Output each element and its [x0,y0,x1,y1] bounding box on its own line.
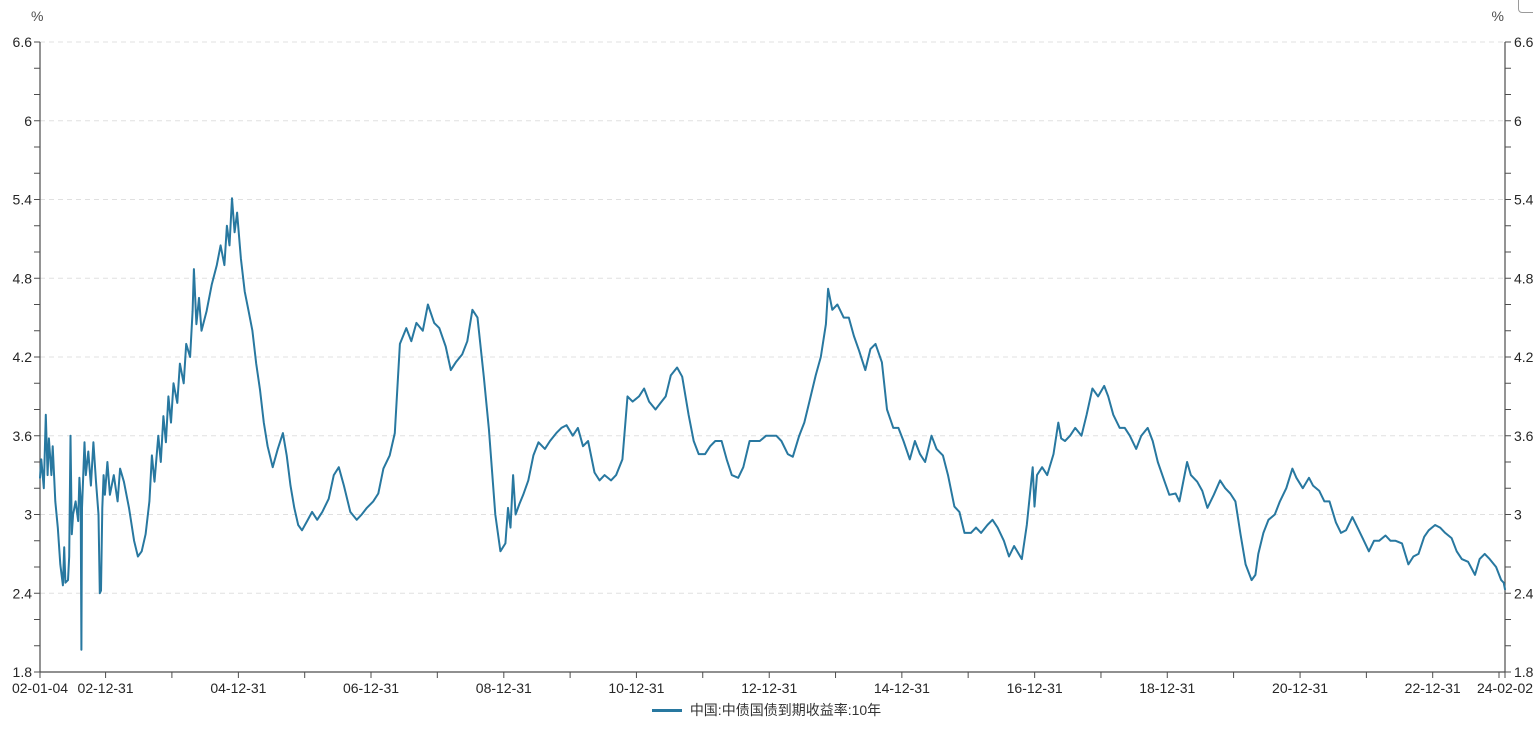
y-axis-unit-right: % [1491,8,1504,24]
y-tick-label-right: 3 [1514,507,1522,523]
x-tick-label: 02-12-31 [78,680,134,696]
y-gridlines [40,41,1505,594]
x-tick-label: 22-12-31 [1405,680,1461,696]
y-tick-label-left: 3 [24,507,32,523]
y-tick-label-right: 6.6 [1514,34,1533,50]
y-tick-label-left: 3.6 [13,428,33,444]
y-axis-right: 1.8 2.4 3 3.6 4.2 4.8 5.4 6 6.6 [1505,34,1533,680]
legend-line-swatch [651,708,682,712]
y-tick-label-right: 2.4 [1514,585,1533,601]
series [39,197,1506,651]
x-axis: 02-01-04 02-12-31 04-12-31 06-12-31 08-12-31… [12,672,1533,696]
y-tick-label-left: 5.4 [13,192,33,208]
x-tick-label: 24-02-02 [1477,680,1533,696]
x-tick-label: 06-12-31 [343,680,399,696]
y-axis-unit-left: % [31,8,44,24]
x-tick-label: 18-12-31 [1139,680,1195,696]
y-tick-label-right: 5.4 [1514,192,1533,208]
y-tick-label-left: 4.8 [13,270,33,286]
y-tick-label-left: 1.8 [13,664,33,680]
y-tick-label-right: 1.8 [1514,664,1533,680]
x-tick-label: 08-12-31 [476,680,532,696]
y-tick-label-right: 4.2 [1514,349,1533,365]
x-tick-label: 10-12-31 [608,680,664,696]
window-corner-icon[interactable] [1518,0,1533,13]
y-tick-label-right: 6 [1514,113,1522,129]
y-tick-label-right: 3.6 [1514,428,1533,444]
x-tick-label: 14-12-31 [874,680,930,696]
yield-line [39,197,1506,651]
x-tick-label: 20-12-31 [1272,680,1328,696]
y-tick-label-left: 6.6 [13,34,33,50]
y-tick-label-left: 4.2 [13,349,33,365]
y-tick-label-left: 6 [24,113,32,129]
y-tick-label-right: 4.8 [1514,270,1533,286]
legend-series-label: 中国:中债国债到期收益率:10年 [689,702,882,718]
legend: 中国:中债国债到期收益率:10年 [0,702,1533,718]
y-tick-label-left: 2.4 [13,585,33,601]
y-axis-left: 1.8 2.4 3 3.6 4.2 4.8 5.4 6 6.6 [13,34,40,680]
x-tick-label: 02-01-04 [12,680,68,696]
x-tick-label: 16-12-31 [1007,680,1063,696]
x-tick-label: 12-12-31 [741,680,797,696]
legend-item[interactable]: 中国:中债国债到期收益率:10年 [651,702,882,718]
x-tick-label: 04-12-31 [210,680,266,696]
